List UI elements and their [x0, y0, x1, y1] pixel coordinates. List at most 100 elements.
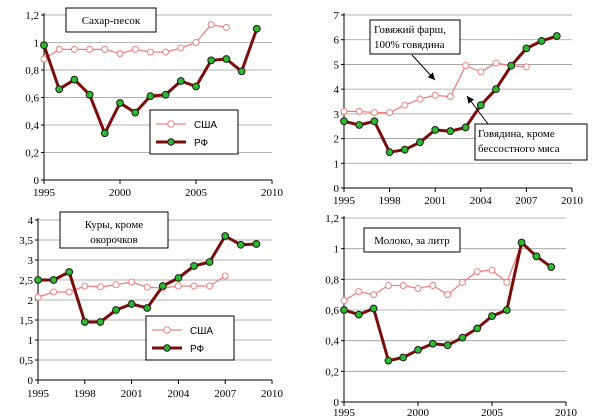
annotation-box: [474, 123, 588, 161]
data-point: [414, 285, 422, 293]
data-point: [116, 50, 124, 57]
data-point: [40, 41, 48, 50]
data-point: [112, 281, 120, 289]
x-tick-label: 2000: [407, 407, 430, 419]
data-point: [552, 32, 561, 40]
data-point: [476, 101, 485, 110]
data-point: [492, 59, 500, 67]
y-tick-label: 2,5: [19, 275, 33, 287]
data-point: [81, 282, 89, 290]
y-tick-label: 0: [34, 175, 40, 187]
x-tick-label: 2001: [121, 388, 143, 400]
chart-milk: 0 0,2 0,4 0,6 0,8 1 1,2 1995 2000 2005 2010 Молоко,…: [325, 213, 578, 419]
x-tick-label: 1995: [27, 388, 50, 400]
data-point: [162, 48, 170, 56]
annotation-label: Говяжий фарш,: [374, 24, 446, 36]
data-point: [461, 123, 470, 132]
series-line-usa: [343, 243, 523, 302]
data-point: [384, 356, 393, 365]
data-point: [131, 108, 140, 117]
x-tick-label: 2001: [424, 195, 446, 207]
data-point: [517, 238, 526, 247]
data-point: [34, 276, 42, 284]
y-tick-label: 0: [334, 397, 340, 409]
data-point: [458, 278, 466, 286]
legend-box: [145, 315, 235, 361]
title-box: [59, 211, 169, 249]
data-point: [146, 48, 154, 56]
legend-swatch-marker: [167, 138, 175, 146]
data-point: [207, 21, 215, 29]
x-tick-label: 2010: [555, 407, 578, 419]
data-point: [85, 90, 94, 99]
arrow-head: [467, 96, 474, 104]
data-point: [158, 282, 167, 290]
data-point: [252, 240, 261, 248]
y-tick-label: 4: [334, 84, 340, 96]
y-tick-label: 6: [334, 35, 340, 47]
data-point: [473, 268, 481, 276]
data-point: [80, 318, 89, 326]
arrow-head: [427, 72, 435, 80]
x-tick-label: 2010: [261, 388, 284, 400]
data-point: [444, 291, 452, 299]
y-tick-label: 1,2: [325, 213, 339, 225]
data-point: [429, 281, 437, 289]
legend-swatch-marker: [167, 120, 175, 128]
chart-sugar: 0 0,2 0,4 0,6 0,8 1 1,2 1995 2000 2005 2010 Сахар-п…: [25, 7, 284, 199]
y-tick-label: 0,5: [19, 355, 33, 367]
x-tick-label: 1998: [74, 388, 97, 400]
data-point: [503, 278, 511, 286]
data-point: [354, 310, 363, 319]
data-point: [507, 61, 516, 70]
data-point: [537, 37, 546, 45]
annotation-label: Говядина, кроме: [478, 128, 555, 140]
chart-title: окорочков: [90, 234, 138, 246]
data-point: [443, 341, 452, 350]
data-point: [177, 44, 185, 52]
data-point: [112, 306, 120, 314]
data-point: [161, 90, 170, 99]
data-point: [70, 45, 78, 53]
chart-title: Сахар-песок: [82, 15, 141, 27]
data-point: [522, 44, 531, 53]
x-tick-label: 2007: [515, 195, 538, 207]
y-tick-label: 0,6: [25, 93, 39, 105]
x-tick-label: 1998: [379, 195, 402, 207]
data-point: [473, 324, 482, 333]
data-point: [431, 126, 440, 134]
data-point: [386, 109, 394, 117]
legend-box: [149, 109, 239, 155]
data-point: [340, 306, 348, 314]
data-point: [400, 145, 409, 154]
data-point: [385, 148, 394, 157]
data-point: [192, 39, 200, 46]
data-point: [221, 272, 229, 280]
data-point: [86, 45, 94, 53]
data-point: [116, 99, 124, 107]
y-tick-label: 0,4: [325, 336, 339, 348]
data-point: [190, 282, 198, 290]
title-box: [363, 227, 461, 253]
y-tick-label: 3: [334, 109, 340, 121]
x-tick-label: 2005: [481, 407, 504, 419]
y-tick-label: 0: [334, 183, 340, 195]
data-point: [65, 268, 74, 276]
data-point: [101, 45, 109, 53]
annotation-label: бесcостного мяса: [478, 143, 560, 155]
data-point: [370, 109, 378, 117]
data-point: [146, 92, 155, 101]
x-tick-label: 1995: [33, 187, 56, 199]
data-point: [492, 85, 500, 94]
y-tick-label: 1: [34, 38, 40, 50]
y-tick-label: 0,4: [25, 120, 39, 132]
data-point: [207, 56, 216, 65]
data-point: [206, 282, 214, 290]
data-point: [522, 63, 530, 71]
x-tick-label: 2007: [214, 388, 237, 400]
y-tick-label: 2: [334, 134, 340, 146]
data-point: [532, 252, 541, 261]
data-point: [49, 276, 58, 284]
data-point: [143, 304, 152, 312]
y-tick-label: 3,5: [19, 235, 33, 247]
